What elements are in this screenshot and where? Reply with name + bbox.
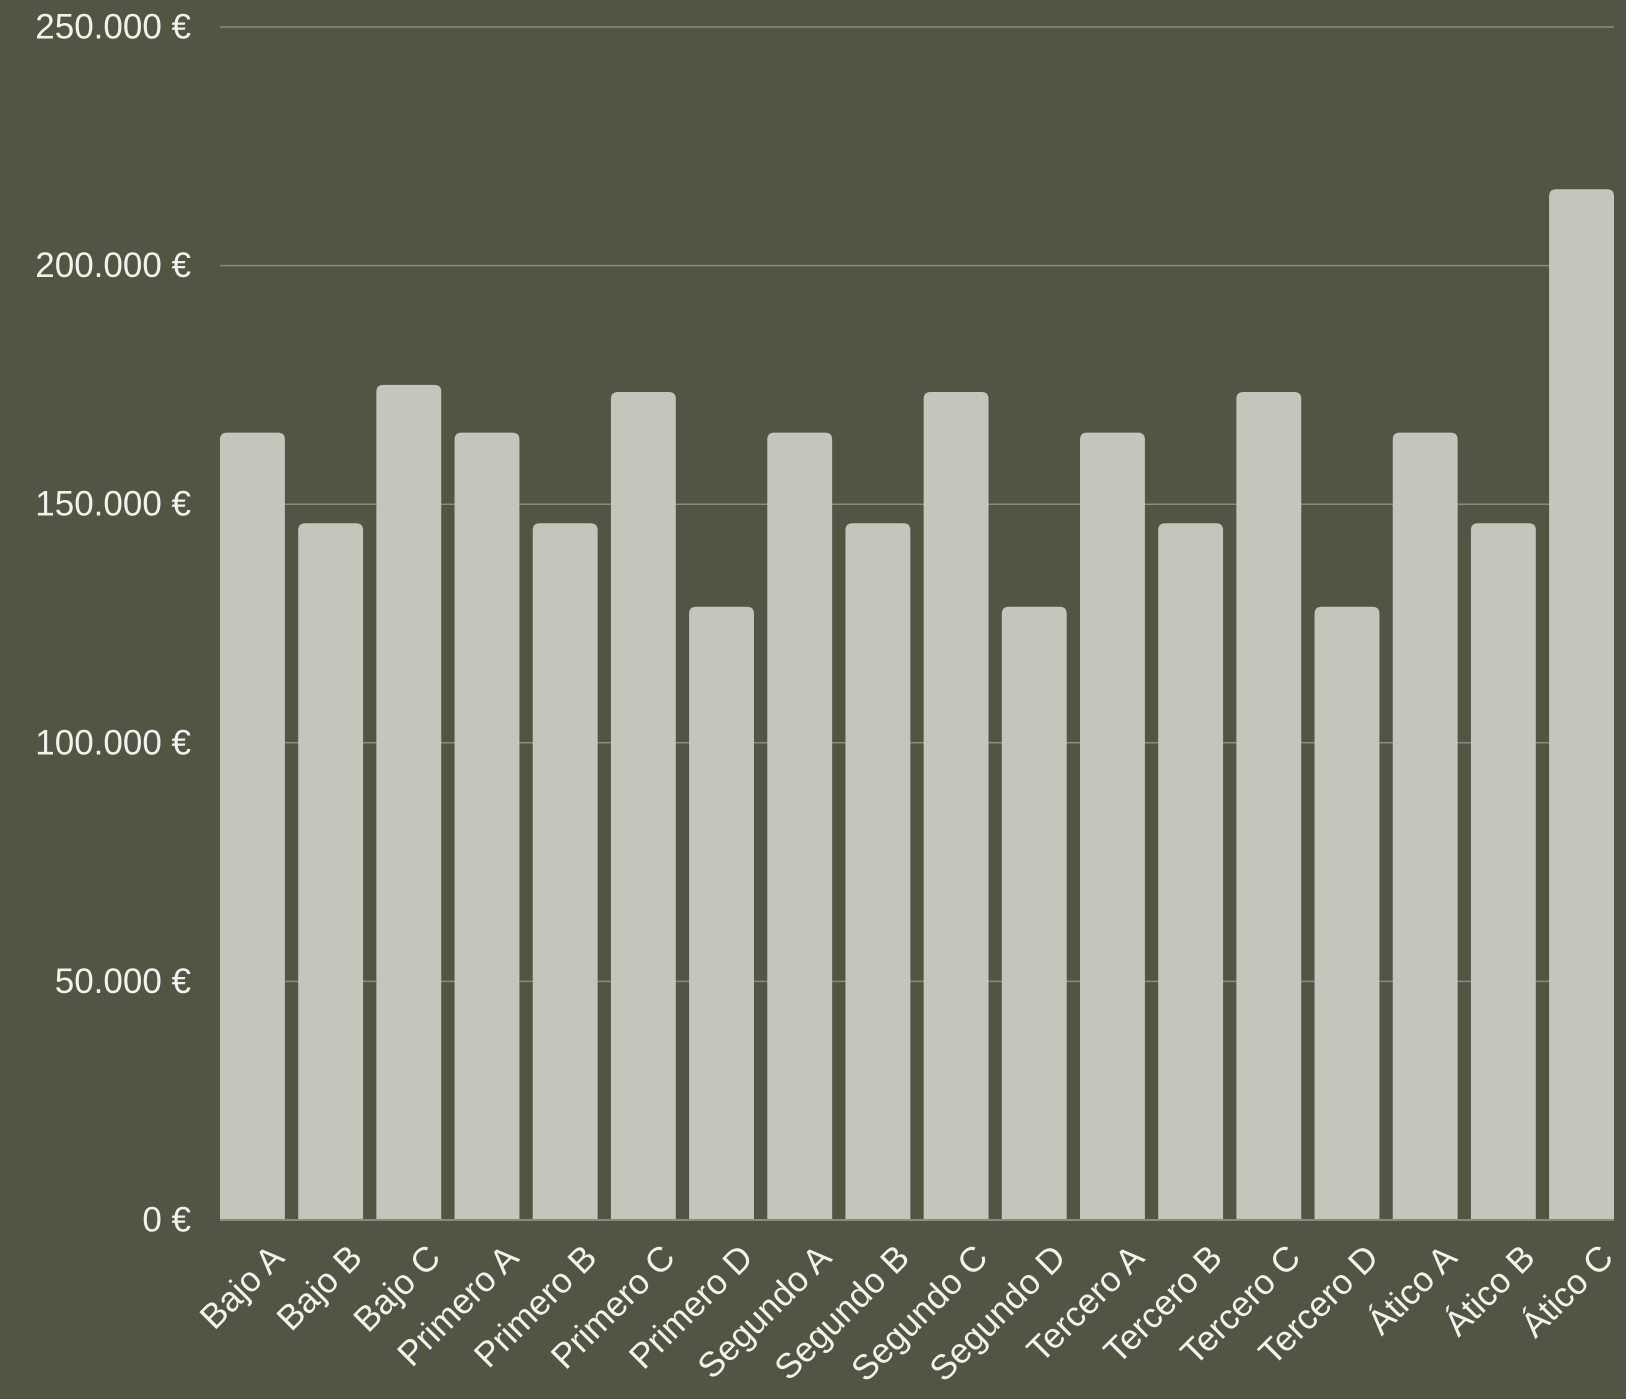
gridlines xyxy=(220,26,1614,983)
bar xyxy=(1001,606,1067,1220)
bar xyxy=(845,523,911,1220)
bar xyxy=(1236,392,1302,1221)
y-tick-label: 50.000 € xyxy=(55,962,191,1001)
bar xyxy=(1392,432,1458,1220)
bar xyxy=(1080,432,1145,1220)
bar xyxy=(1314,606,1380,1220)
bar xyxy=(1470,523,1536,1220)
bar xyxy=(1549,189,1614,1220)
y-tick-label: 200.000 € xyxy=(35,246,191,285)
bar xyxy=(454,432,520,1220)
bar xyxy=(689,606,754,1220)
bar xyxy=(1158,523,1224,1220)
y-tick-label: 150.000 € xyxy=(35,485,191,524)
y-tick-label: 100.000 € xyxy=(35,723,191,762)
bar xyxy=(376,384,442,1220)
bar xyxy=(767,432,833,1220)
y-axis-tick-labels: 0 € 50.000 € 100.000 € 150.000 € 200.000 € 25… xyxy=(35,8,191,1240)
bar xyxy=(610,392,676,1221)
bars xyxy=(220,189,1614,1221)
bar xyxy=(532,523,598,1220)
y-tick-label: 250.000 € xyxy=(35,8,191,47)
bar xyxy=(220,432,285,1220)
bar xyxy=(298,523,364,1220)
bar xyxy=(923,392,989,1221)
y-tick-label: 0 € xyxy=(142,1201,191,1240)
